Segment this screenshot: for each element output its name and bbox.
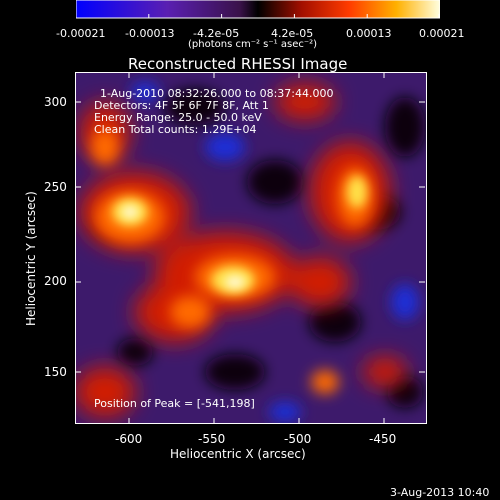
y-axis-label: Heliocentric Y (arcsec) bbox=[24, 191, 38, 326]
colorbar-tick: 4.2e-05 bbox=[271, 27, 314, 40]
info-line: 1-Aug-2010 08:32:26.000 to 08:37:44.000 bbox=[100, 87, 334, 100]
y-tick-label: 250 bbox=[44, 180, 67, 194]
info-line: Energy Range: 25.0 - 50.0 keV bbox=[94, 111, 262, 124]
colorbar-tick: 0.00013 bbox=[346, 27, 392, 40]
x-tick-label: -500 bbox=[284, 432, 312, 446]
rhessi-image bbox=[75, 72, 427, 424]
y-tick-label: 200 bbox=[44, 274, 67, 288]
y-tick-label: 150 bbox=[44, 365, 67, 379]
colorbar-tick: -0.00021 bbox=[56, 27, 106, 40]
colorbar-unit: (photons cm⁻² s⁻¹ asec⁻²) bbox=[188, 39, 318, 50]
y-tick-label: 300 bbox=[44, 95, 67, 109]
colorbar-tick: 0.00021 bbox=[419, 27, 465, 40]
x-tick-label: -450 bbox=[369, 432, 397, 446]
colorbar-gradient bbox=[75, 0, 441, 19]
peak-label: Position of Peak = [-541,198] bbox=[94, 397, 255, 410]
x-axis-label: Heliocentric X (arcsec) bbox=[170, 447, 306, 461]
plot-title: Reconstructed RHESSI Image bbox=[128, 55, 348, 73]
info-line: Detectors: 4F 5F 6F 7F 8F, Att 1 bbox=[94, 99, 269, 112]
colorbar-tick: -0.00013 bbox=[125, 27, 175, 40]
info-line: Clean Total counts: 1.29E+04 bbox=[94, 123, 257, 136]
footer-timestamp: 3-Aug-2013 10:40 bbox=[390, 486, 490, 499]
colorbar bbox=[75, 0, 441, 22]
plot-frame bbox=[75, 72, 427, 424]
colorbar-tick: -4.2e-05 bbox=[193, 27, 240, 40]
x-tick-label: -550 bbox=[198, 432, 226, 446]
x-tick-label: -600 bbox=[115, 432, 143, 446]
